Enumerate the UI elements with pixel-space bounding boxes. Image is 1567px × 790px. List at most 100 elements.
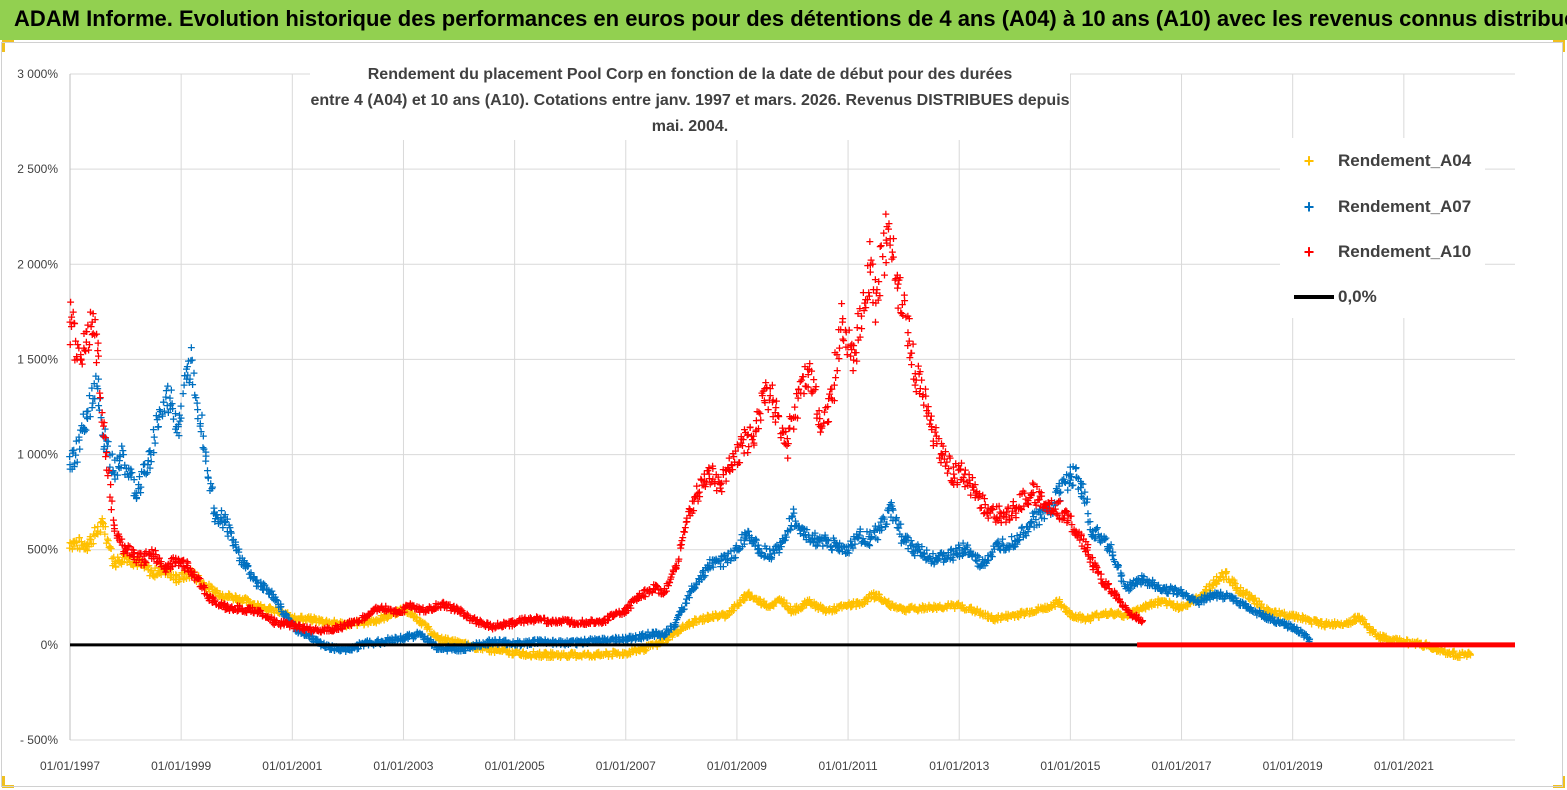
data-vertex-a07: + bbox=[766, 548, 775, 561]
data-point-a10: + bbox=[900, 294, 909, 307]
data-vertex-a10: + bbox=[1010, 502, 1019, 515]
data-point-a04: + bbox=[118, 547, 127, 560]
data-vertex-a04: + bbox=[99, 517, 108, 530]
data-point-a04: + bbox=[92, 527, 101, 540]
data-point-a04: + bbox=[322, 614, 331, 627]
data-point-a04: + bbox=[71, 534, 80, 547]
data-point-a04: + bbox=[166, 571, 175, 584]
x-tick-label: 01/01/1997 bbox=[40, 759, 100, 773]
data-point-a04: + bbox=[296, 609, 305, 622]
data-point-a04: + bbox=[279, 608, 288, 621]
data-point-a04: + bbox=[261, 603, 270, 616]
data-vertex-a10: + bbox=[282, 618, 291, 631]
data-point-a04: + bbox=[231, 590, 240, 603]
data-vertex-a10: + bbox=[582, 616, 591, 629]
data-point-a04: + bbox=[118, 555, 127, 568]
data-vertex-a10: + bbox=[971, 487, 980, 500]
data-point-a04: + bbox=[167, 569, 176, 582]
data-vertex-a10: + bbox=[488, 620, 497, 633]
data-point-a04: + bbox=[343, 619, 352, 632]
data-point-a04: + bbox=[197, 577, 206, 590]
data-vertex-a10: + bbox=[621, 605, 630, 618]
data-point-a07: + bbox=[1083, 492, 1092, 505]
legend-label-a07: Rendement_A07 bbox=[1338, 197, 1471, 217]
data-point-a04: + bbox=[120, 548, 129, 561]
data-point-a04: + bbox=[292, 613, 301, 626]
data-vertex-a07: + bbox=[799, 528, 808, 541]
data-point-a04: + bbox=[175, 570, 184, 583]
data-vertex-a07: + bbox=[1194, 595, 1203, 608]
data-vertex-a10: + bbox=[893, 277, 902, 290]
data-point-a04: + bbox=[75, 531, 84, 544]
data-point-a04: + bbox=[69, 540, 78, 553]
data-point-a04: + bbox=[238, 592, 247, 605]
data-point-a04: + bbox=[73, 542, 82, 555]
data-point-a04: + bbox=[93, 520, 102, 533]
data-point-a10: + bbox=[889, 232, 898, 245]
data-vertex-a10: + bbox=[271, 616, 280, 629]
data-point-a04: + bbox=[105, 541, 114, 554]
data-point-a04: + bbox=[65, 536, 74, 549]
data-point-a04: + bbox=[185, 566, 194, 579]
data-point-a04: + bbox=[247, 599, 256, 612]
data-point-a04: + bbox=[89, 527, 98, 540]
y-tick-label: 500% bbox=[27, 543, 58, 557]
data-point-a04: + bbox=[117, 557, 126, 570]
data-vertex-a04: + bbox=[1466, 648, 1475, 661]
data-point-a04: + bbox=[323, 616, 332, 629]
data-point-a04: + bbox=[200, 579, 209, 592]
data-vertex-a07: + bbox=[221, 515, 230, 528]
data-vertex-a04: + bbox=[1044, 601, 1053, 614]
data-point-a04: + bbox=[98, 520, 107, 533]
data-vertex-a07: + bbox=[916, 546, 925, 559]
corner-marker-top-right bbox=[1553, 40, 1565, 52]
data-vertex-a04: + bbox=[927, 601, 936, 614]
data-point-a04: + bbox=[80, 537, 89, 550]
data-point-a04: + bbox=[208, 588, 217, 601]
x-tick-label: 01/01/2017 bbox=[1152, 759, 1212, 773]
data-point-a04: + bbox=[338, 619, 347, 632]
data-point-a04: + bbox=[83, 544, 92, 557]
data-point-a04: + bbox=[246, 598, 255, 611]
data-point-a04: + bbox=[195, 574, 204, 587]
report-banner: ADAM Informe. Evolution historique des p… bbox=[0, 0, 1567, 40]
data-point-a04: + bbox=[98, 516, 107, 529]
data-point-a04: + bbox=[272, 603, 281, 616]
data-point-a04: + bbox=[126, 558, 135, 571]
data-vertex-a10: + bbox=[88, 315, 97, 328]
data-point-a04: + bbox=[157, 568, 166, 581]
data-point-a04: + bbox=[188, 564, 197, 577]
data-point-a04: + bbox=[344, 616, 353, 629]
data-point-a04: + bbox=[192, 575, 201, 588]
data-vertex-a10: + bbox=[1071, 525, 1080, 538]
data-point-a04: + bbox=[189, 568, 198, 581]
data-point-a04: + bbox=[310, 610, 319, 623]
data-vertex-a07: + bbox=[705, 559, 714, 572]
data-point-a04: + bbox=[242, 592, 251, 605]
data-point-a04: + bbox=[253, 597, 262, 610]
data-point-a04: + bbox=[316, 614, 325, 627]
data-point-a04: + bbox=[325, 616, 334, 629]
data-point-a04: + bbox=[111, 555, 120, 568]
data-point-a04: + bbox=[256, 599, 265, 612]
data-point-a04: + bbox=[147, 564, 156, 577]
data-vertex-a10: + bbox=[99, 430, 108, 443]
y-tick-label: 2 000% bbox=[17, 257, 58, 271]
data-vertex-a07: + bbox=[843, 544, 852, 557]
data-vertex-a04: + bbox=[538, 648, 547, 661]
data-point-a04: + bbox=[190, 572, 199, 585]
chart-title: Rendement du placement Pool Corp en fonc… bbox=[310, 62, 1070, 140]
data-vertex-a07: + bbox=[82, 411, 91, 424]
data-point-a04: + bbox=[314, 616, 323, 629]
data-vertex-a07: + bbox=[788, 509, 797, 522]
data-point-a04: + bbox=[275, 607, 284, 620]
data-vertex-a10: + bbox=[905, 334, 914, 347]
data-point-a04: + bbox=[228, 591, 237, 604]
data-point-a04: + bbox=[148, 568, 157, 581]
data-point-a04: + bbox=[201, 579, 210, 592]
data-point-a04: + bbox=[335, 617, 344, 630]
data-point-a04: + bbox=[90, 529, 99, 542]
data-point-a04: + bbox=[252, 600, 261, 613]
data-point-a04: + bbox=[327, 617, 336, 630]
data-point-a04: + bbox=[90, 521, 99, 534]
